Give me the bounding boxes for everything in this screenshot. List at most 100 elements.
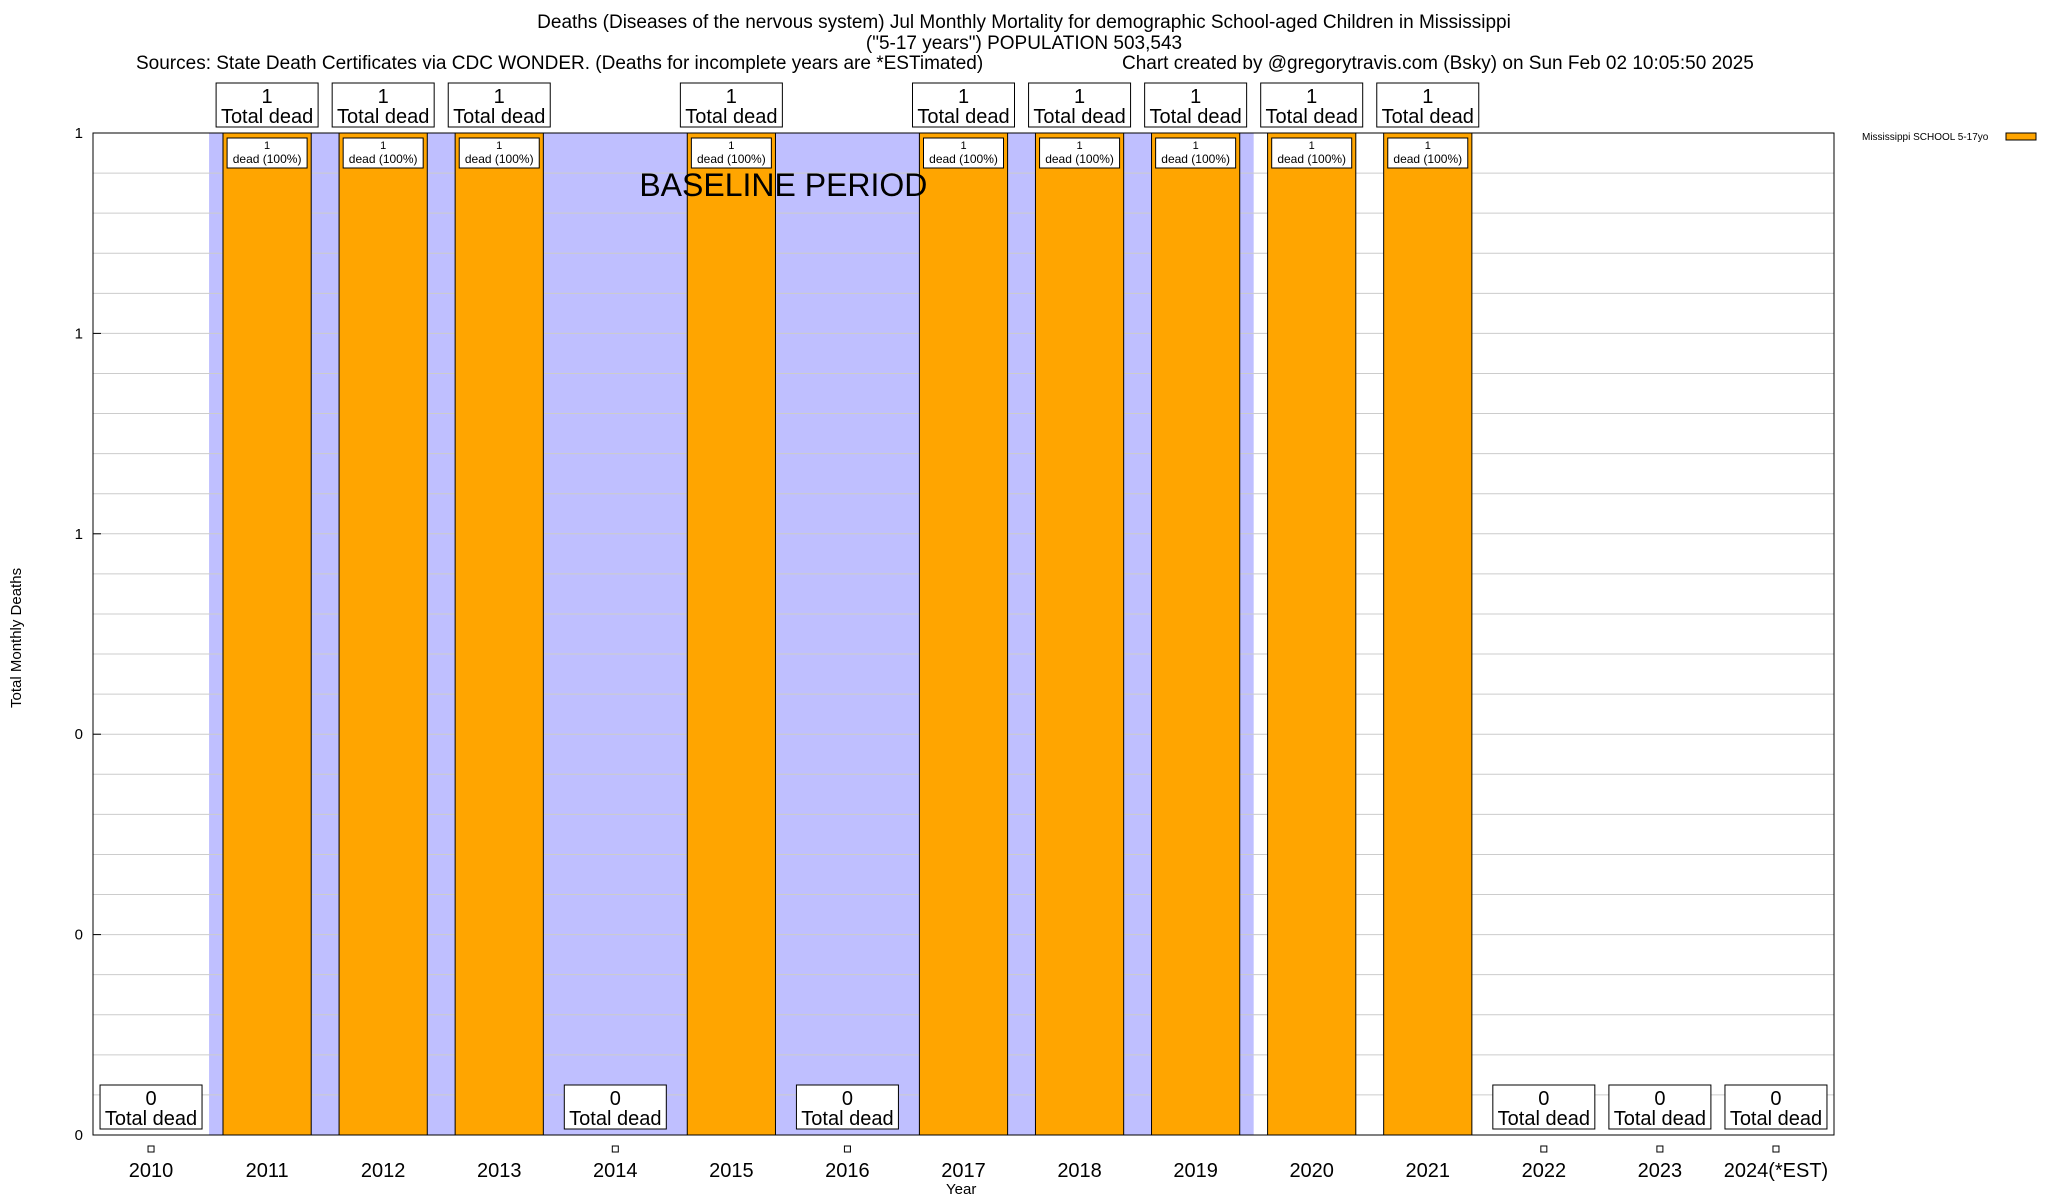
bar-label-count: 1 <box>264 140 270 152</box>
total-label-box <box>1608 1084 1712 1130</box>
total-label-box <box>1260 82 1364 128</box>
total-label-text: Total dead <box>569 1108 661 1130</box>
bar <box>686 132 776 1136</box>
bar-label-box <box>1271 137 1353 169</box>
total-label-text: Total dead <box>685 106 777 128</box>
total-label-text: Total dead <box>1266 106 1358 128</box>
total-label-box <box>1724 1084 1828 1130</box>
x-tick-label: 2022 <box>1522 1160 1567 1182</box>
total-label-text: Total dead <box>453 106 545 128</box>
bar <box>454 132 544 1136</box>
total-label-box <box>795 1084 899 1130</box>
total-label-box <box>912 82 1015 128</box>
total-label-count: 0 <box>1538 1088 1549 1110</box>
x-tick-label: 2017 <box>941 1160 986 1182</box>
bar-label-box <box>458 137 540 169</box>
total-label-box <box>679 82 783 128</box>
zero-marker <box>1656 1145 1664 1153</box>
total-label-count: 1 <box>378 86 389 108</box>
total-label-count: 0 <box>145 1088 156 1110</box>
total-label-count: 0 <box>842 1088 853 1110</box>
x-axis-label: Year <box>946 1181 977 1198</box>
bar-label-text: dead (100%) <box>929 152 998 166</box>
bar-label-count: 1 <box>1425 140 1431 152</box>
baseline-label: BASELINE PERIOD <box>639 167 927 203</box>
total-label-box <box>447 82 551 128</box>
bar-label-count: 1 <box>496 140 502 152</box>
x-tick-label: 2016 <box>825 1160 870 1182</box>
y-tick-label: 0 <box>75 927 83 944</box>
total-label-count: 1 <box>1422 86 1433 108</box>
bar-label-count: 1 <box>728 140 734 152</box>
bar-label-count: 1 <box>1193 140 1199 152</box>
total-label-count: 1 <box>958 86 969 108</box>
legend-label: Mississippi SCHOOL 5-17yo <box>1862 132 1989 143</box>
y-tick-label: 1 <box>75 526 83 543</box>
y-axis-label: Total Monthly Deaths <box>8 567 25 708</box>
bar-label-count: 1 <box>1309 140 1315 152</box>
bar-label-count: 1 <box>380 140 386 152</box>
bar-label-text: dead (100%) <box>697 152 766 166</box>
y-tick-label: 1 <box>75 325 83 342</box>
chart-credit: Chart created by @gregorytravis.com (Bsk… <box>1122 53 1754 74</box>
bar-label-text: dead (100%) <box>1277 152 1346 166</box>
bar <box>1151 132 1241 1136</box>
total-label-text: Total dead <box>1498 1108 1590 1130</box>
zero-marker <box>1540 1145 1548 1153</box>
bar-label-text: dead (100%) <box>1045 152 1114 166</box>
total-label-box <box>99 1084 203 1130</box>
bar <box>1267 132 1357 1136</box>
bar <box>1383 132 1473 1136</box>
total-label-count: 1 <box>1306 86 1317 108</box>
total-label-text: Total dead <box>801 1108 893 1130</box>
total-label-count: 0 <box>1770 1088 1781 1110</box>
total-label-count: 1 <box>1074 86 1085 108</box>
zero-marker <box>843 1145 851 1153</box>
total-label-count: 1 <box>262 86 273 108</box>
x-tick-label: 2021 <box>1406 1160 1451 1182</box>
total-label-text: Total dead <box>221 106 313 128</box>
x-tick-label: 2013 <box>477 1160 522 1182</box>
bar-label-box <box>690 137 772 169</box>
bar-label-text: dead (100%) <box>233 152 302 166</box>
x-tick-label: 2011 <box>246 1160 289 1182</box>
plot-frame <box>92 132 1835 1136</box>
total-label-box <box>215 82 319 128</box>
bar-label-text: dead (100%) <box>349 152 418 166</box>
zero-marker <box>147 1145 155 1153</box>
total-label-text: Total dead <box>917 106 1009 128</box>
bar-label-box <box>923 137 1004 169</box>
x-tick-label: 2020 <box>1289 1160 1334 1182</box>
chart-title: Deaths (Diseases of the nervous system) … <box>537 12 1511 33</box>
bar-label-box <box>1387 137 1469 169</box>
total-label-text: Total dead <box>1382 106 1474 128</box>
bar-label-box <box>226 137 308 169</box>
bar <box>338 132 428 1136</box>
bar-label-text: dead (100%) <box>1393 152 1462 166</box>
x-tick-label: 2015 <box>709 1160 754 1182</box>
total-label-text: Total dead <box>1614 1108 1706 1130</box>
total-label-box <box>331 82 435 128</box>
total-label-count: 1 <box>1190 86 1201 108</box>
total-label-box <box>1376 82 1480 128</box>
chart-subtitle: ("5-17 years") POPULATION 503,543 <box>865 33 1183 54</box>
legend-swatch <box>2005 132 2037 141</box>
total-label-count: 1 <box>494 86 505 108</box>
x-tick-label: 2010 <box>129 1160 174 1182</box>
total-label-text: Total dead <box>1033 106 1125 128</box>
y-tick-label: 0 <box>75 726 83 743</box>
zero-marker <box>1772 1145 1780 1153</box>
bar-label-text: dead (100%) <box>1161 152 1230 166</box>
total-label-text: Total dead <box>1730 1108 1822 1130</box>
x-tick-label: 2014 <box>593 1160 638 1182</box>
bar-label-box <box>1039 137 1121 169</box>
total-label-text: Total dead <box>1149 106 1241 128</box>
total-label-count: 0 <box>610 1088 621 1110</box>
bar-label-box <box>1155 137 1237 169</box>
x-tick-label: 2019 <box>1173 1160 1218 1182</box>
x-tick-label: 2023 <box>1638 1160 1683 1182</box>
total-label-box <box>1492 1084 1596 1130</box>
total-label-box <box>1144 82 1248 128</box>
